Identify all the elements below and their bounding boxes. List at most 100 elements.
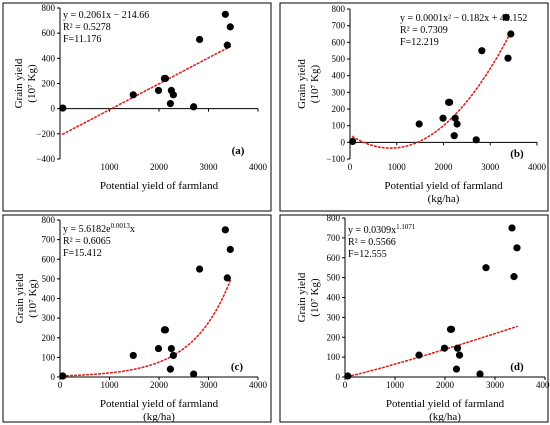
equation-line: F=12.555 — [348, 249, 387, 260]
x-axis-label-unit: (kg/ha) — [143, 411, 175, 423]
equation-line: F=11.176 — [63, 34, 101, 45]
y-tick-label: 500 — [42, 274, 56, 284]
data-point — [226, 23, 234, 31]
data-point — [129, 91, 137, 99]
data-point — [476, 370, 484, 378]
y-axis-label-unit: (10⁷ Kg) — [26, 64, 38, 103]
x-tick-label: 4000 — [528, 162, 547, 172]
x-tick-label: 2000 — [435, 162, 454, 172]
y-tick-label: 0 — [341, 137, 346, 147]
y-tick-label: 0 — [51, 104, 56, 114]
data-point — [154, 344, 163, 353]
exponent: 0.0013 — [111, 222, 131, 230]
x-axis-label: Potential yield of farmland — [386, 398, 505, 410]
equation-line: R² = 0.6065 — [63, 236, 111, 247]
data-point — [349, 137, 357, 146]
data-point — [415, 351, 423, 359]
trendline — [62, 279, 232, 377]
data-point — [447, 325, 456, 333]
y-tick-label: 300 — [42, 313, 56, 323]
x-tick-label: 4000 — [249, 380, 268, 390]
y-tick-label: 500 — [327, 273, 341, 283]
trendline — [62, 45, 232, 135]
y-tick-label: 0 — [51, 372, 56, 382]
y-axis-label-unit: (10⁷ Kg) — [27, 279, 39, 318]
data-point — [195, 35, 204, 44]
panel-c: 0 100 200 300 400 500 600 700 800 0 1000 2000 3000 40… — [2, 214, 272, 423]
panel-border — [2, 214, 272, 423]
y-tick-label: 100 — [332, 121, 346, 131]
panel-label: (c) — [231, 361, 244, 373]
data-point — [190, 370, 198, 378]
data-point — [59, 372, 67, 380]
data-point — [507, 30, 515, 38]
data-point — [166, 100, 174, 108]
x-tick-label: 4000 — [249, 162, 268, 172]
x-tick-label: 2000 — [436, 380, 455, 390]
x-axis-label: Potential yield of farmland — [100, 180, 219, 192]
x-tick-label: 3000 — [200, 162, 219, 172]
data-point — [221, 10, 229, 18]
panel-d: 0 100 200 300 400 500 600 700 800 0 1000 2000 3000 40… — [279, 213, 550, 423]
data-point — [59, 104, 67, 112]
data-point — [445, 98, 454, 106]
x-axis-label-unit: (kg/ha) — [429, 411, 461, 423]
data-point — [226, 245, 234, 254]
data-point — [154, 86, 163, 95]
x-tick-label: 1000 — [101, 162, 120, 172]
y-tick-label: 400 — [332, 71, 346, 81]
y-tick-label: 400 — [327, 293, 341, 303]
data-point — [504, 54, 512, 62]
y-tick-label: 700 — [327, 233, 341, 243]
trendline — [347, 325, 518, 378]
data-point — [440, 344, 449, 352]
data-point — [451, 114, 459, 122]
data-point — [510, 273, 518, 281]
y-tick-label: 200 — [42, 333, 56, 343]
y-axis-label: Grain yield — [14, 273, 26, 323]
data-point — [167, 344, 175, 353]
data-point — [455, 351, 464, 359]
x-tick-label: 0 — [348, 162, 353, 172]
y-axis-label-unit: (10⁷ Kg) — [309, 278, 321, 317]
y-tick-label: −400 — [36, 154, 55, 164]
data-point — [472, 136, 480, 144]
x-axis-label: Potential yield of farmland — [100, 398, 219, 410]
data-point — [453, 120, 461, 128]
y-tick-label: 800 — [42, 3, 56, 13]
y-tick-label: 100 — [327, 352, 341, 362]
panel-label: (d) — [510, 361, 524, 373]
y-tick-label: 200 — [42, 79, 56, 89]
x-tick-label: 1000 — [101, 380, 120, 390]
y-tick-label: 400 — [42, 53, 56, 63]
panel-a: −400 −200 0 200 400 600 800 1000 2000 3000 4000 Pot… — [2, 2, 272, 212]
data-point — [223, 41, 231, 49]
panel-label: (b) — [510, 148, 524, 160]
data-point — [129, 351, 137, 360]
x-tick-label: 0 — [343, 380, 348, 390]
data-point — [502, 13, 510, 21]
data-point — [223, 274, 231, 282]
y-axis-label: Grain yield — [296, 272, 308, 322]
data-point — [161, 74, 170, 83]
x-axis-label: Potential yield of farmland — [384, 180, 503, 192]
y-axis-label-unit: (10⁷ Kg) — [309, 64, 321, 103]
y-tick-label: 200 — [327, 332, 341, 342]
y-tick-label: −100 — [326, 154, 345, 164]
y-tick-label: 500 — [332, 54, 346, 64]
y-tick-label: 800 — [42, 215, 56, 225]
equation-line: y = 0.0001x² − 0.182x + 44.152 — [400, 13, 527, 24]
data-point — [452, 365, 461, 373]
x-tick-label: 4000 — [536, 380, 550, 390]
x-tick-label: 1000 — [388, 162, 407, 172]
x-tick-label: 2000 — [150, 162, 169, 172]
panel-label: (a) — [232, 145, 245, 157]
equation-line: R² = 0.7309 — [400, 25, 448, 36]
data-point — [450, 132, 458, 140]
x-tick-label: 1000 — [386, 380, 405, 390]
equation-line: R² = 0.5566 — [348, 237, 396, 248]
trendline — [351, 31, 512, 149]
y-axis-label: Grain yield — [296, 59, 308, 109]
y-tick-label: 700 — [332, 21, 346, 31]
